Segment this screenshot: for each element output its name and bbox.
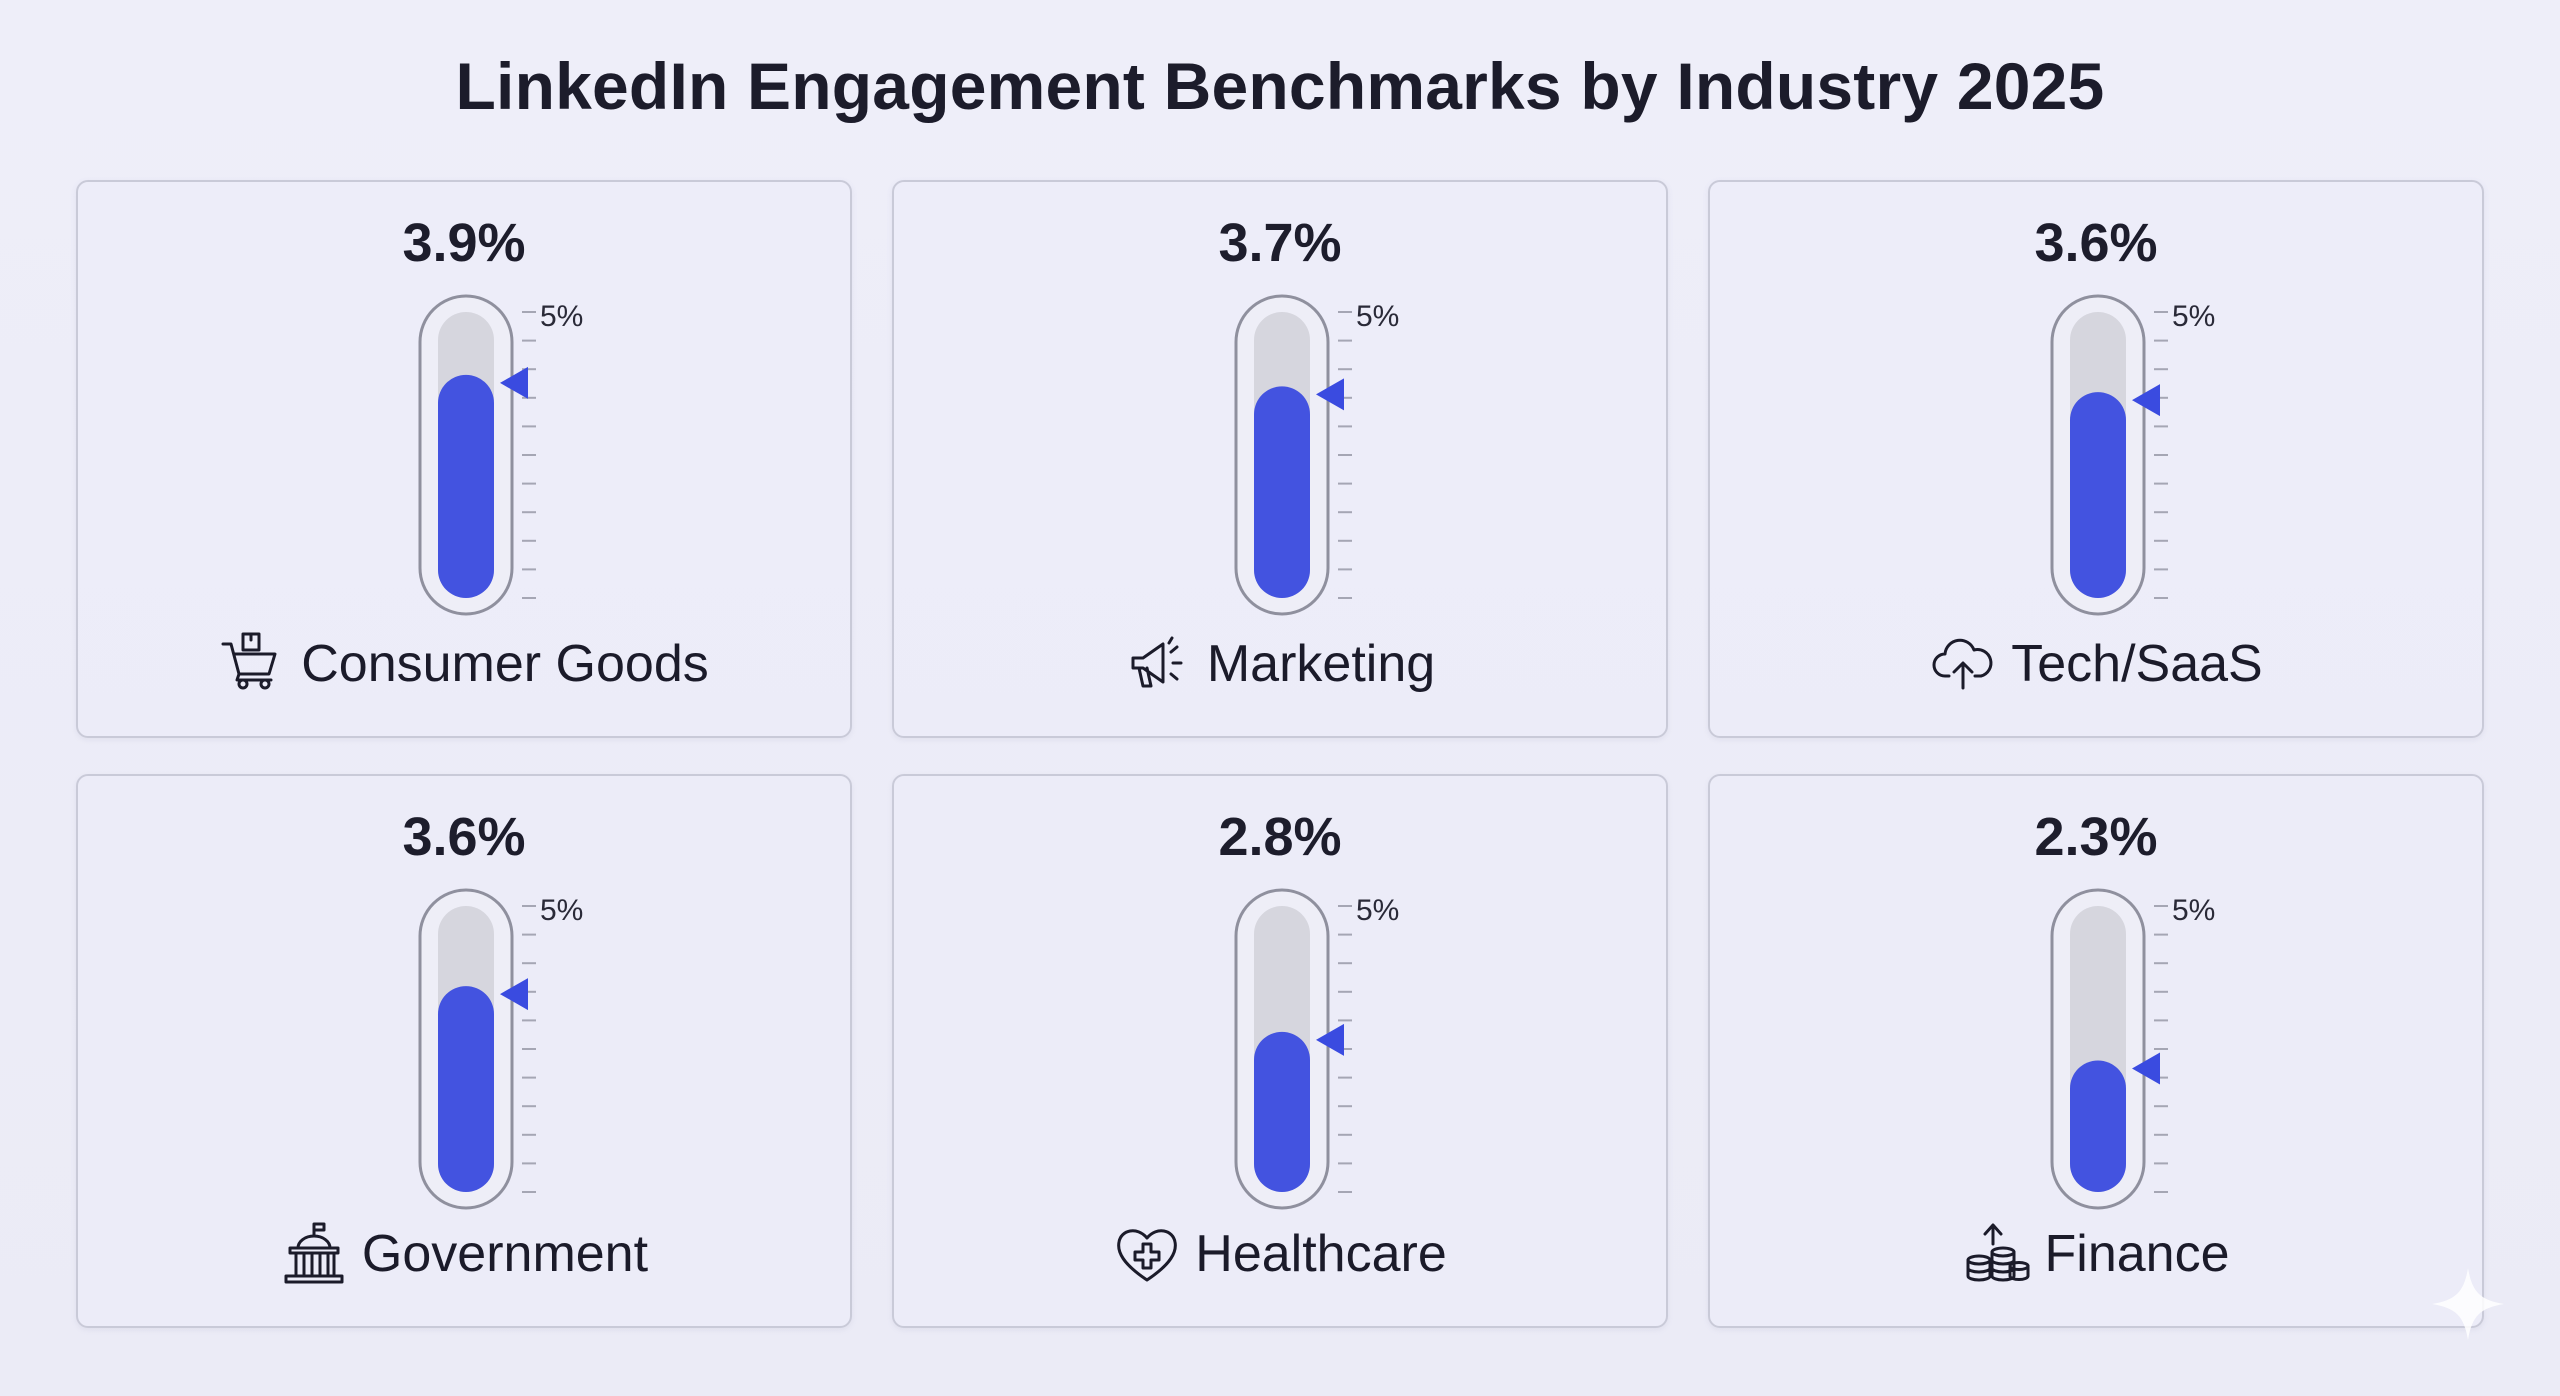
value-label: 2.8% [1218,807,1342,867]
shopping-cart-icon [219,630,287,698]
coins-finance-icon [1963,1220,2031,1288]
industry-label-row: Government [78,1220,850,1288]
industry-label-row: Finance [1710,1220,2482,1288]
value-label: 2.3% [2034,807,2158,867]
gauge-max-label: 5% [540,894,583,927]
page-title: LinkedIn Engagement Benchmarks by Indust… [455,49,2105,123]
industry-label: Government [361,1225,649,1283]
industry-label: Consumer Goods [301,635,709,693]
value-label: 3.7% [1218,213,1342,273]
thermometer-gauge: 5% [2050,294,2215,616]
gauge-value-marker [2132,1052,2160,1085]
gauge-fill-bar [438,374,494,598]
industry-card: 3.7% 5% Marketing [892,180,1668,738]
gauge-max-label: 5% [2172,300,2215,333]
government-building-icon [280,1220,348,1288]
industry-label-row: Tech/SaaS [1710,630,2482,698]
thermometer-gauge: 5% [2050,888,2215,1210]
industry-label-row: Marketing [894,630,1666,698]
gauge-fill-bar [1254,386,1310,598]
gauge-max-label: 5% [540,300,583,333]
heart-medical-icon [1113,1220,1181,1288]
industry-card: 2.8% 5% Healthcare [892,774,1668,1328]
gauge-value-marker [500,978,528,1011]
industry-label-row: Healthcare [894,1220,1666,1288]
industry-card: 3.6% 5% Tech/SaaS [1708,180,2484,738]
sparkle-icon [2432,1268,2504,1340]
thermometer-gauge: 5% [418,888,583,1210]
industry-label: Marketing [1206,635,1436,693]
thermometer-gauge: 5% [418,294,583,616]
thermometer-gauge: 5% [1234,294,1399,616]
industry-label: Tech/SaaS [2011,635,2263,693]
value-label: 3.9% [402,213,526,273]
thermometer-gauge: 5% [1234,888,1399,1210]
gauge-value-marker [500,366,528,399]
gauge-max-label: 5% [2172,894,2215,927]
gauge-fill-bar [1254,1031,1310,1192]
value-label: 3.6% [402,807,526,867]
industry-card: 2.3% 5% Finance [1708,774,2484,1328]
industry-label: Finance [2044,1225,2230,1283]
gauge-fill-bar [438,986,494,1192]
gauge-max-label: 5% [1356,300,1399,333]
industry-grid: 3.9% 5% Consumer Goods 3.7% 5% Marketing 3.6… [76,180,2484,1328]
gauge-value-marker [1316,1023,1344,1056]
value-label: 3.6% [2034,213,2158,273]
industry-card: 3.9% 5% Consumer Goods [76,180,852,738]
megaphone-icon [1125,630,1193,698]
gauge-value-marker [2132,384,2160,417]
industry-label-row: Consumer Goods [78,630,850,698]
industry-label: Healthcare [1195,1225,1447,1283]
gauge-max-label: 5% [1356,894,1399,927]
gauge-fill-bar [2070,392,2126,598]
cloud-upload-icon [1929,630,1997,698]
gauge-value-marker [1316,378,1344,411]
industry-card: 3.6% 5% Government [76,774,852,1328]
gauge-fill-bar [2070,1060,2126,1192]
